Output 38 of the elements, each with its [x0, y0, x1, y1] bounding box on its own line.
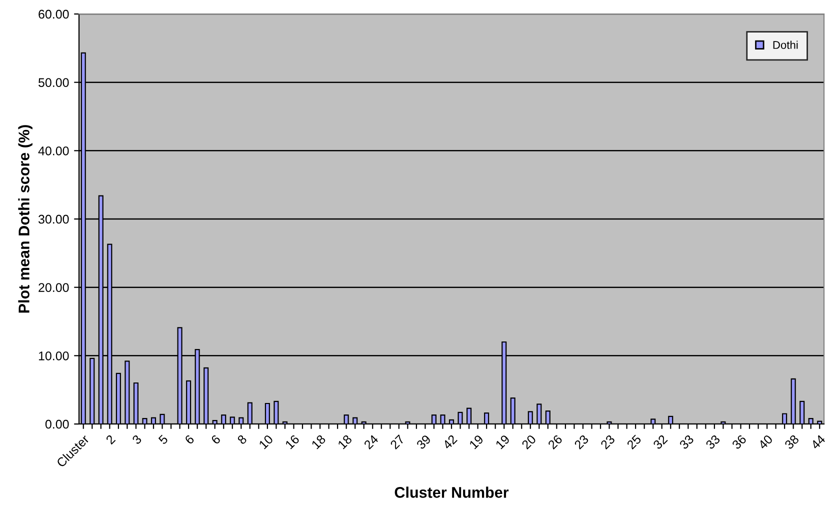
- x-tick-label: 3: [132, 434, 142, 445]
- x-tick-label: 6: [210, 434, 221, 445]
- x-tick-label: 23: [600, 434, 616, 450]
- x-tick-label: 24: [363, 434, 379, 450]
- x-tick-label: 27: [390, 434, 405, 450]
- x-tick-label: 20: [521, 434, 537, 450]
- y-tick-label: 20.00: [38, 283, 69, 292]
- x-axis-title: Cluster Number: [394, 486, 509, 498]
- x-tick-label: 26: [548, 434, 563, 450]
- x-tick-label: 16: [284, 434, 300, 450]
- x-tick-label: 10: [258, 434, 274, 450]
- y-tick-label: 10.00: [38, 351, 69, 360]
- y-axis-title: Plot mean Dothi score (%): [18, 125, 32, 313]
- x-tick-label: 2: [105, 434, 116, 445]
- y-tick-label: 60.00: [38, 10, 69, 19]
- x-tick-label: 19: [495, 434, 510, 450]
- y-tick-label: 30.00: [38, 214, 69, 224]
- x-tick-label: 33: [705, 434, 721, 450]
- x-tick-label: 33: [678, 434, 694, 450]
- y-tick-label: 0.00: [45, 420, 69, 429]
- x-tick-label: 32: [652, 434, 668, 450]
- x-tick-label: 42: [442, 434, 458, 450]
- x-tick-label: 25: [626, 434, 642, 450]
- x-tick-label: 38: [784, 434, 800, 450]
- x-tick-label: 8: [236, 434, 248, 445]
- x-tick-label: 18: [311, 434, 326, 450]
- legend-label: Dothi: [773, 40, 798, 49]
- x-tick-label: 40: [758, 434, 774, 450]
- y-tick-label: 40.00: [38, 146, 69, 156]
- x-tick-label: 6: [184, 434, 195, 445]
- x-tick-label: 5: [158, 434, 168, 445]
- x-tick-label: 18: [337, 434, 352, 450]
- x-tick-label: 39: [416, 434, 432, 450]
- x-tick-label: 23: [574, 434, 590, 450]
- x-tick-label: 44: [810, 434, 826, 450]
- x-tick-label: 36: [731, 434, 747, 450]
- y-tick-label: 50.00: [38, 78, 69, 87]
- x-tick-label: 19: [468, 434, 484, 450]
